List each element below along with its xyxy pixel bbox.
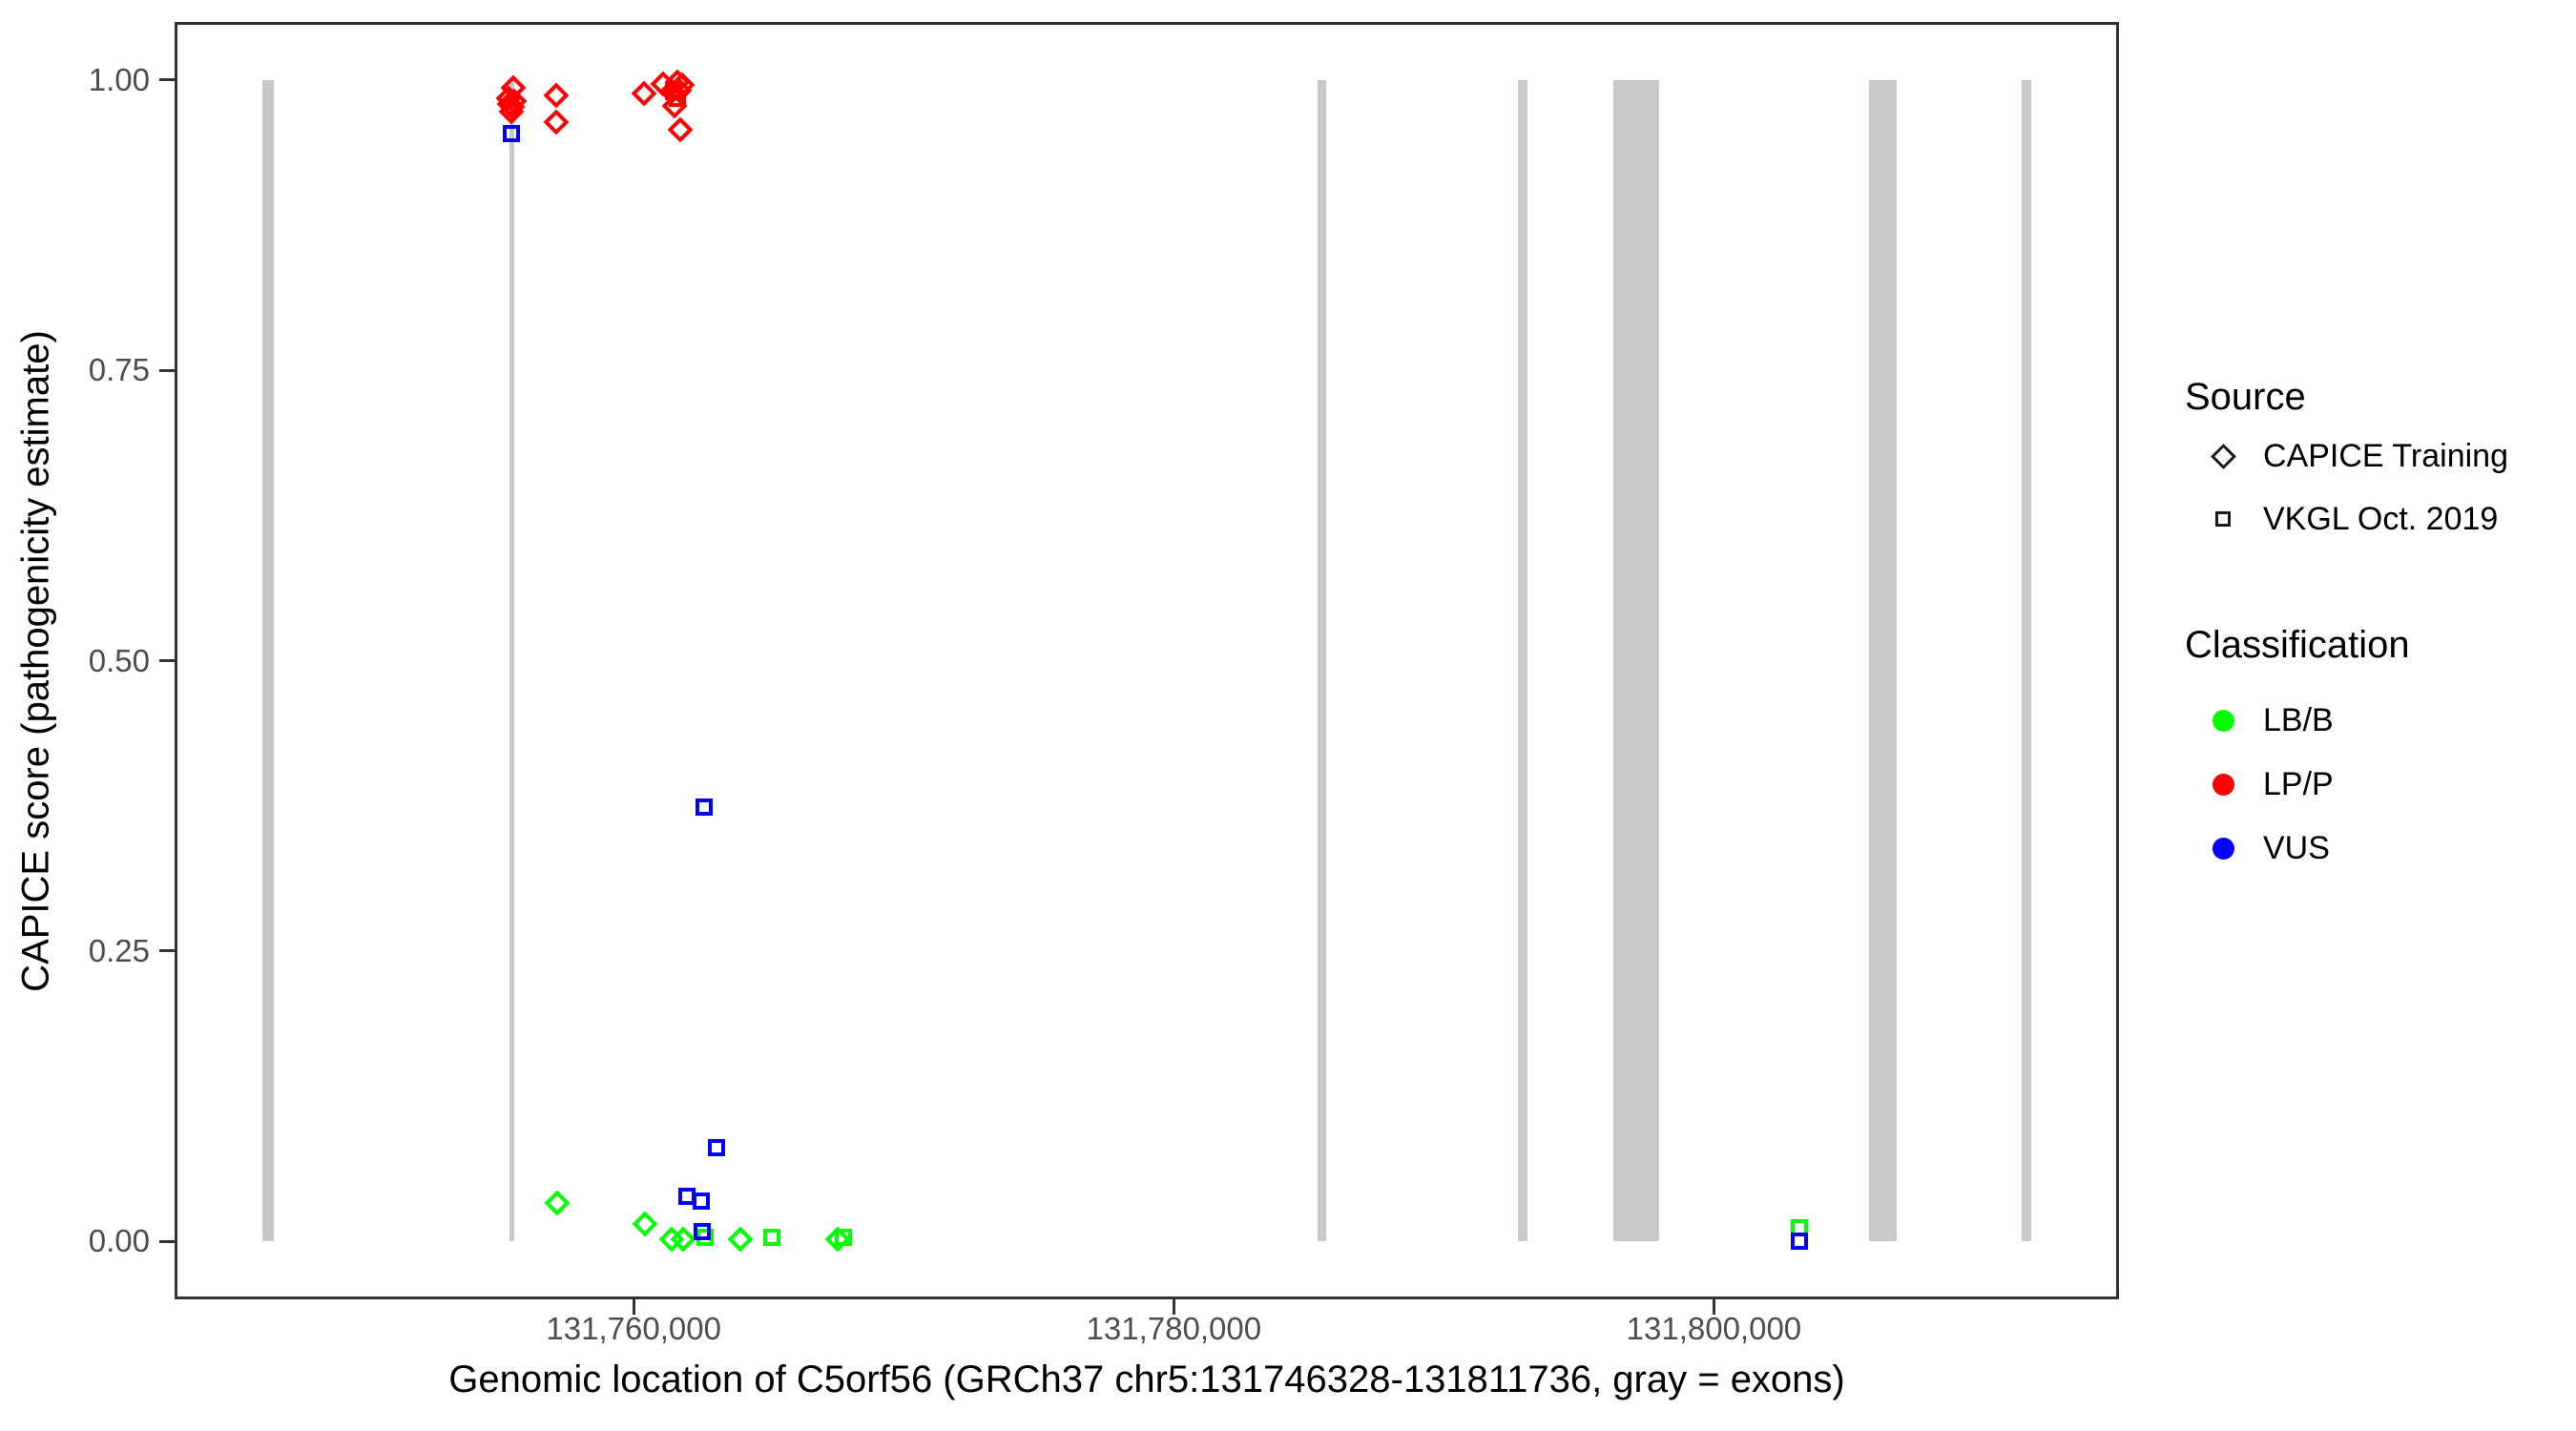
legend-item-label: VUS [2263, 830, 2330, 866]
y-tick-label: 0.00 [88, 1223, 150, 1259]
data-point-square [694, 1223, 712, 1241]
y-tick-mark [159, 659, 175, 662]
plot-panel [175, 22, 2119, 1299]
data-point-square [503, 124, 521, 142]
y-tick-mark [159, 949, 175, 953]
data-point-square [693, 1192, 711, 1210]
legend-source-title: Source [2185, 376, 2306, 418]
exon-bar [1517, 79, 1527, 1242]
exon-bar [1869, 79, 1898, 1242]
diamond-icon [2210, 443, 2236, 469]
x-tick-label: 131,780,000 [1086, 1311, 1262, 1346]
legend-item-label: LB/B [2263, 702, 2334, 738]
circle-icon [2212, 837, 2234, 860]
x-tick-mark [1712, 1299, 1715, 1315]
exon-bar [509, 79, 515, 1242]
square-icon [2215, 511, 2231, 527]
legend-item-label: LP/P [2263, 766, 2334, 802]
y-axis-title: CAPICE score (pathogenicity estimate) [14, 329, 57, 992]
data-point-square [708, 1138, 726, 1156]
x-axis-title: Genomic location of C5orf56 (GRCh37 chr5… [448, 1358, 1845, 1400]
y-tick-mark [159, 368, 175, 372]
y-tick-mark [159, 1239, 175, 1243]
x-tick-mark [1172, 1299, 1175, 1315]
x-tick-mark [632, 1299, 635, 1315]
y-tick-label: 0.25 [88, 932, 150, 968]
data-point-square [669, 90, 687, 108]
legend-item-label: CAPICE Training [2263, 438, 2508, 474]
data-point-square [696, 798, 714, 816]
x-tick-label: 131,760,000 [546, 1311, 721, 1346]
data-point-square [835, 1229, 853, 1247]
y-tick-label: 1.00 [88, 61, 150, 97]
y-tick-mark [159, 78, 175, 82]
exon-bar [261, 79, 274, 1242]
exon-bar [1612, 79, 1659, 1242]
circle-icon [2212, 773, 2234, 796]
x-tick-label: 131,800,000 [1626, 1311, 1802, 1346]
exon-bar [1317, 79, 1326, 1242]
y-tick-label: 0.75 [88, 352, 150, 388]
legend-item-label: VKGL Oct. 2019 [2263, 501, 2499, 537]
data-point-square [1791, 1233, 1809, 1251]
data-point-square [763, 1229, 781, 1247]
legend-classification-title: Classification [2185, 624, 2410, 666]
exon-bar [2022, 79, 2032, 1242]
circle-icon [2212, 709, 2234, 732]
y-tick-label: 0.50 [88, 642, 150, 678]
